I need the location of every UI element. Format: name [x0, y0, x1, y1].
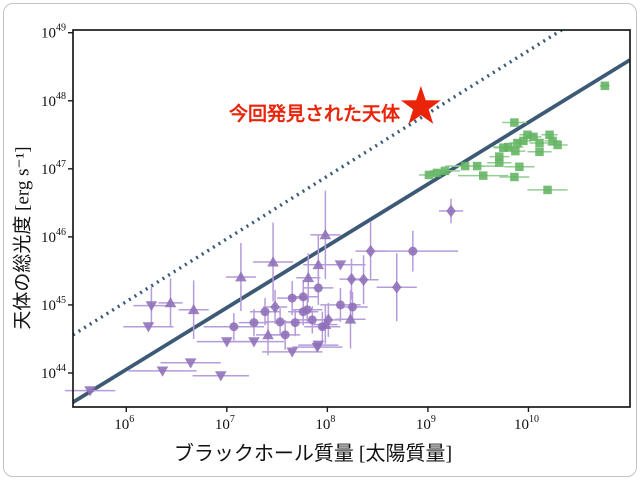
data-point	[346, 272, 357, 286]
data-point	[334, 260, 347, 271]
data-point	[164, 297, 177, 308]
data-point	[319, 229, 332, 240]
x-axis-label: ブラックホール質量 [太陽質量]	[173, 443, 453, 465]
data-point	[365, 244, 376, 258]
data-point	[495, 158, 504, 167]
data-point	[515, 162, 524, 172]
data-point	[440, 166, 450, 176]
tick-label: 1049	[41, 23, 66, 42]
data-point	[229, 322, 239, 332]
data-point	[323, 313, 334, 327]
axis-tick-labels: 106 107 108 109 1010 1044 1045 1046 1047 1048 1049	[41, 23, 539, 433]
data-point	[424, 170, 434, 180]
data-point	[313, 283, 323, 293]
data-point	[267, 256, 279, 267]
tick-label: 1010	[514, 414, 539, 433]
data-point	[302, 305, 312, 315]
data-point	[344, 313, 357, 324]
data-point	[408, 246, 418, 256]
data-point	[249, 318, 259, 328]
tick-label: 1045	[41, 295, 66, 314]
data-point	[499, 143, 508, 152]
data-point	[290, 318, 300, 328]
purple-agn-errorbars	[64, 190, 464, 392]
purple-agn-points	[84, 204, 456, 397]
data-point	[142, 322, 155, 333]
data-point	[529, 132, 538, 142]
data-point	[535, 138, 544, 148]
data-point	[358, 273, 369, 287]
y-axis-label: 天体の総光度 [erg s⁻¹]	[12, 146, 34, 330]
data-point	[262, 329, 274, 340]
tick-label: 1046	[41, 227, 66, 246]
tick-label: 108	[315, 414, 335, 433]
data-point	[286, 347, 298, 358]
data-point	[510, 172, 519, 182]
data-point	[312, 258, 325, 270]
data-point	[495, 152, 504, 161]
data-point	[519, 136, 528, 146]
plot-spines	[72, 29, 631, 408]
data-point	[553, 140, 562, 150]
data-point	[275, 317, 285, 327]
data-point	[513, 138, 522, 148]
tick-label: 106	[114, 414, 134, 433]
data-point	[287, 293, 297, 303]
data-point	[504, 142, 513, 152]
data-point	[460, 161, 470, 171]
data-point	[335, 300, 345, 310]
solid-relation-line	[73, 58, 630, 404]
data-point	[270, 300, 280, 314]
tick-label: 107	[215, 414, 235, 433]
tick-label: 109	[416, 414, 436, 433]
data-point	[478, 171, 488, 180]
data-point	[548, 136, 557, 146]
data-point	[145, 301, 158, 312]
data-point	[156, 366, 169, 377]
data-point	[545, 130, 554, 140]
data-point	[302, 271, 315, 283]
discovery-star-icon	[400, 85, 441, 124]
data-point	[214, 371, 227, 382]
data-point	[260, 307, 270, 317]
tick-label: 1047	[41, 159, 66, 178]
data-point	[511, 146, 520, 156]
tick-label: 1048	[41, 91, 66, 110]
data-point	[312, 340, 325, 351]
data-point	[472, 161, 482, 171]
data-point	[221, 337, 233, 348]
data-point	[187, 303, 200, 315]
data-point	[298, 292, 308, 302]
data-point	[319, 318, 332, 330]
data-point	[307, 315, 317, 325]
data-point	[248, 337, 260, 348]
data-point	[510, 118, 519, 127]
data-point	[84, 386, 96, 397]
data-point	[348, 302, 358, 312]
data-point	[535, 147, 544, 157]
data-point	[280, 330, 290, 340]
data-point	[432, 168, 442, 178]
data-point	[391, 280, 402, 294]
data-point	[184, 358, 197, 369]
green-squares-points	[424, 81, 610, 195]
tick-label: 1044	[41, 363, 66, 382]
data-point	[235, 271, 247, 282]
data-point	[523, 130, 532, 140]
data-point	[600, 81, 610, 91]
data-point	[446, 204, 456, 218]
axis-ticks	[68, 32, 530, 412]
data-point	[543, 185, 552, 195]
discovery-annotation-text: 今回発見された天体	[228, 104, 400, 125]
